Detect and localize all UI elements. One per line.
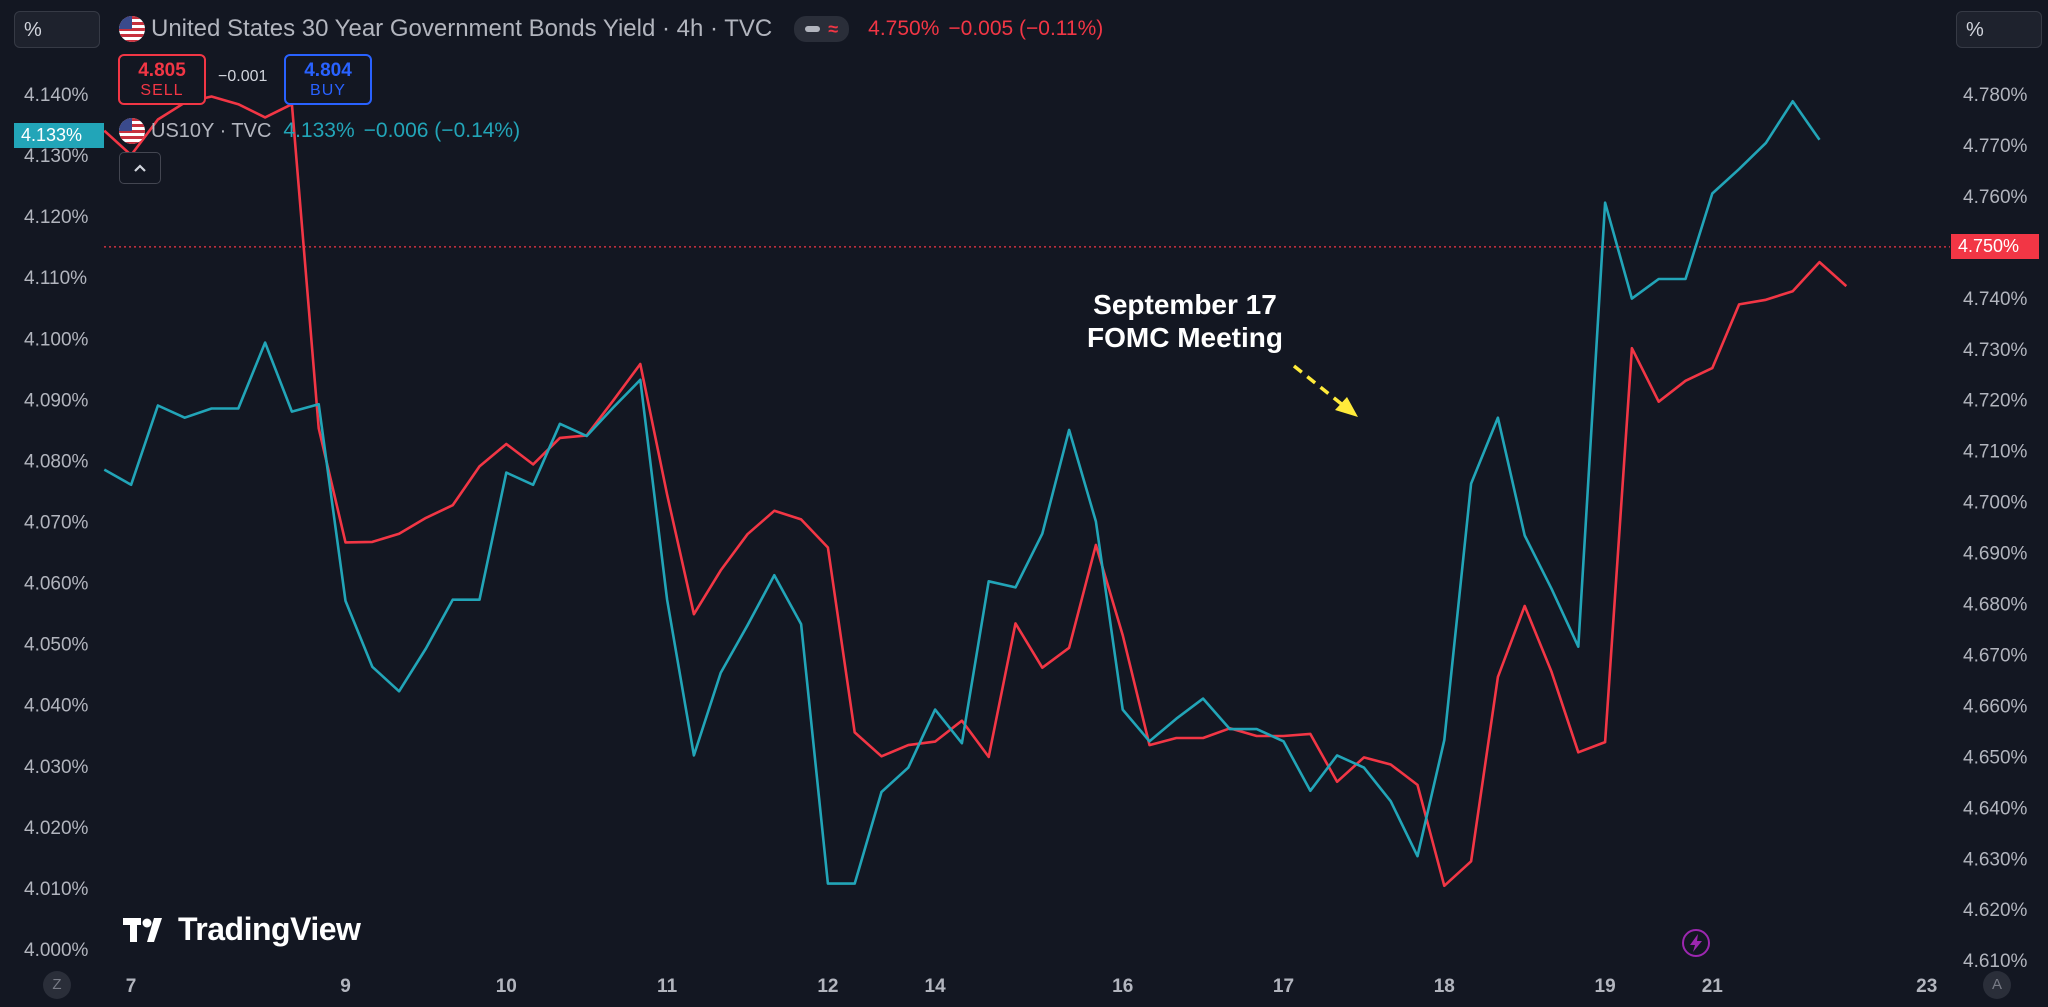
- sell-price: 4.805: [138, 60, 186, 81]
- annotation-arrow: [1292, 364, 1358, 417]
- tradingview-logo-icon: [123, 917, 162, 942]
- main-symbol-title[interactable]: United States 30 Year Government Bonds Y…: [151, 15, 773, 42]
- time-axis-tick-label: 18: [1434, 976, 1455, 997]
- left-axis-tick-label: 4.080%: [24, 451, 89, 472]
- sell-label: SELL: [140, 82, 184, 99]
- series-layer: [103, 95, 1848, 888]
- lightning-icon[interactable]: [1681, 928, 1711, 958]
- time-axis-tick-label: 9: [340, 976, 351, 997]
- left-axis-tick-label: 4.120%: [24, 207, 89, 228]
- time-axis-tick-label: 7: [126, 976, 137, 997]
- us-flag-icon: [119, 16, 145, 42]
- time-axis-tick-label: 19: [1595, 976, 1616, 997]
- right-axis-tick-label: 4.650%: [1963, 747, 2028, 768]
- time-axis[interactable]: 7 9 10 11 12 14 16 17 18 19 21 23: [126, 976, 1937, 997]
- time-axis-tick-label: 23: [1916, 976, 1937, 997]
- right-axis-tick-label: 4.690%: [1963, 544, 2028, 565]
- time-axis-tick-label: 14: [925, 976, 947, 997]
- fomc-annotation: September 17 FOMC Meeting: [1048, 288, 1322, 354]
- right-axis-tick-label: 4.780%: [1963, 85, 2028, 106]
- left-axis-tick-label: 4.050%: [24, 635, 89, 656]
- left-axis-tick-label: 4.060%: [24, 574, 89, 595]
- right-axis-tick-label: 4.700%: [1963, 493, 2028, 514]
- right-axis-tick-label: 4.730%: [1963, 340, 2028, 361]
- left-axis-tick-label: 4.100%: [24, 329, 89, 350]
- spread-value: −0.001: [218, 68, 268, 85]
- left-axis-tick-label: 4.130%: [24, 146, 89, 167]
- time-axis-tick-label: 10: [496, 976, 517, 997]
- chevron-up-icon: [134, 164, 146, 172]
- time-axis-tick-label: 11: [657, 976, 678, 997]
- left-price-axis[interactable]: 4.140% 4.130% 4.120% 4.110% 4.100% 4.090% 4.08…: [24, 85, 89, 961]
- main-price-tag: 4.750%: [1951, 234, 2039, 259]
- main-symbol-legend[interactable]: United States 30 Year Government Bonds Y…: [119, 15, 1103, 43]
- right-axis-tick-label: 4.670%: [1963, 645, 2028, 666]
- left-axis-tick-label: 4.140%: [24, 85, 89, 106]
- auto-scale-button[interactable]: A: [1983, 971, 2011, 999]
- right-axis-tick-label: 4.770%: [1963, 136, 2028, 157]
- wave-icon: ≈: [828, 19, 839, 39]
- us-flag-icon: [119, 118, 145, 144]
- time-axis-tick-label: 16: [1112, 976, 1133, 997]
- right-axis-tick-label: 4.620%: [1963, 900, 2028, 921]
- right-axis-tick-label: 4.720%: [1963, 391, 2028, 412]
- right-scale-selector[interactable]: %: [1956, 11, 2042, 48]
- compare-symbol-last-value: 4.133%: [283, 119, 355, 142]
- sell-button[interactable]: 4.805 SELL: [118, 54, 206, 105]
- right-axis-tick-label: 4.740%: [1963, 289, 2028, 310]
- time-axis-tick-label: 12: [817, 976, 838, 997]
- timezone-button[interactable]: Z: [43, 971, 71, 999]
- buy-label: BUY: [310, 82, 346, 99]
- visibility-toggle[interactable]: ≈: [794, 16, 850, 42]
- main-symbol-last-value: 4.750%: [868, 17, 940, 40]
- compare-symbol-legend[interactable]: US10Y · TVC 4.133% −0.006 (−0.14%): [119, 117, 520, 145]
- right-axis-tick-label: 4.640%: [1963, 798, 2028, 819]
- annotation-line-1: September 17: [1093, 289, 1277, 320]
- buy-price: 4.804: [304, 60, 352, 81]
- compare-symbol-change: −0.006 (−0.14%): [363, 119, 521, 142]
- right-axis-tick-label: 4.610%: [1963, 951, 2028, 972]
- left-axis-tick-label: 4.020%: [24, 818, 89, 839]
- compare-price-tag: 4.133%: [14, 123, 104, 148]
- collapse-legend-button[interactable]: [119, 152, 161, 184]
- minus-icon: [805, 26, 821, 32]
- us30y-series-line[interactable]: [103, 95, 1848, 888]
- time-axis-tick-label: 21: [1702, 976, 1724, 997]
- left-scale-selector[interactable]: %: [14, 11, 100, 48]
- left-axis-tick-label: 4.090%: [24, 390, 89, 411]
- time-axis-tick-label: 17: [1273, 976, 1294, 997]
- annotation-line-2: FOMC Meeting: [1087, 322, 1283, 353]
- left-axis-tick-label: 4.030%: [24, 757, 89, 778]
- tradingview-logo[interactable]: TradingView: [123, 911, 361, 948]
- main-symbol-change: −0.005 (−0.11%): [948, 17, 1104, 40]
- us10y-series-line[interactable]: [103, 100, 1821, 885]
- left-axis-tick-label: 4.070%: [24, 512, 89, 533]
- left-axis-tick-label: 4.010%: [24, 879, 89, 900]
- right-axis-tick-label: 4.660%: [1963, 696, 2028, 717]
- right-axis-tick-label: 4.680%: [1963, 595, 2028, 616]
- compare-symbol-title[interactable]: US10Y · TVC: [151, 119, 272, 142]
- left-axis-tick-label: 4.040%: [24, 696, 89, 717]
- buy-button[interactable]: 4.804 BUY: [284, 54, 372, 105]
- right-axis-tick-label: 4.710%: [1963, 442, 2028, 463]
- left-axis-tick-label: 4.000%: [24, 940, 89, 961]
- left-axis-tick-label: 4.110%: [24, 268, 87, 289]
- right-axis-tick-label: 4.760%: [1963, 187, 2028, 208]
- tradingview-logo-text: TradingView: [178, 911, 361, 947]
- right-axis-tick-label: 4.630%: [1963, 849, 2028, 870]
